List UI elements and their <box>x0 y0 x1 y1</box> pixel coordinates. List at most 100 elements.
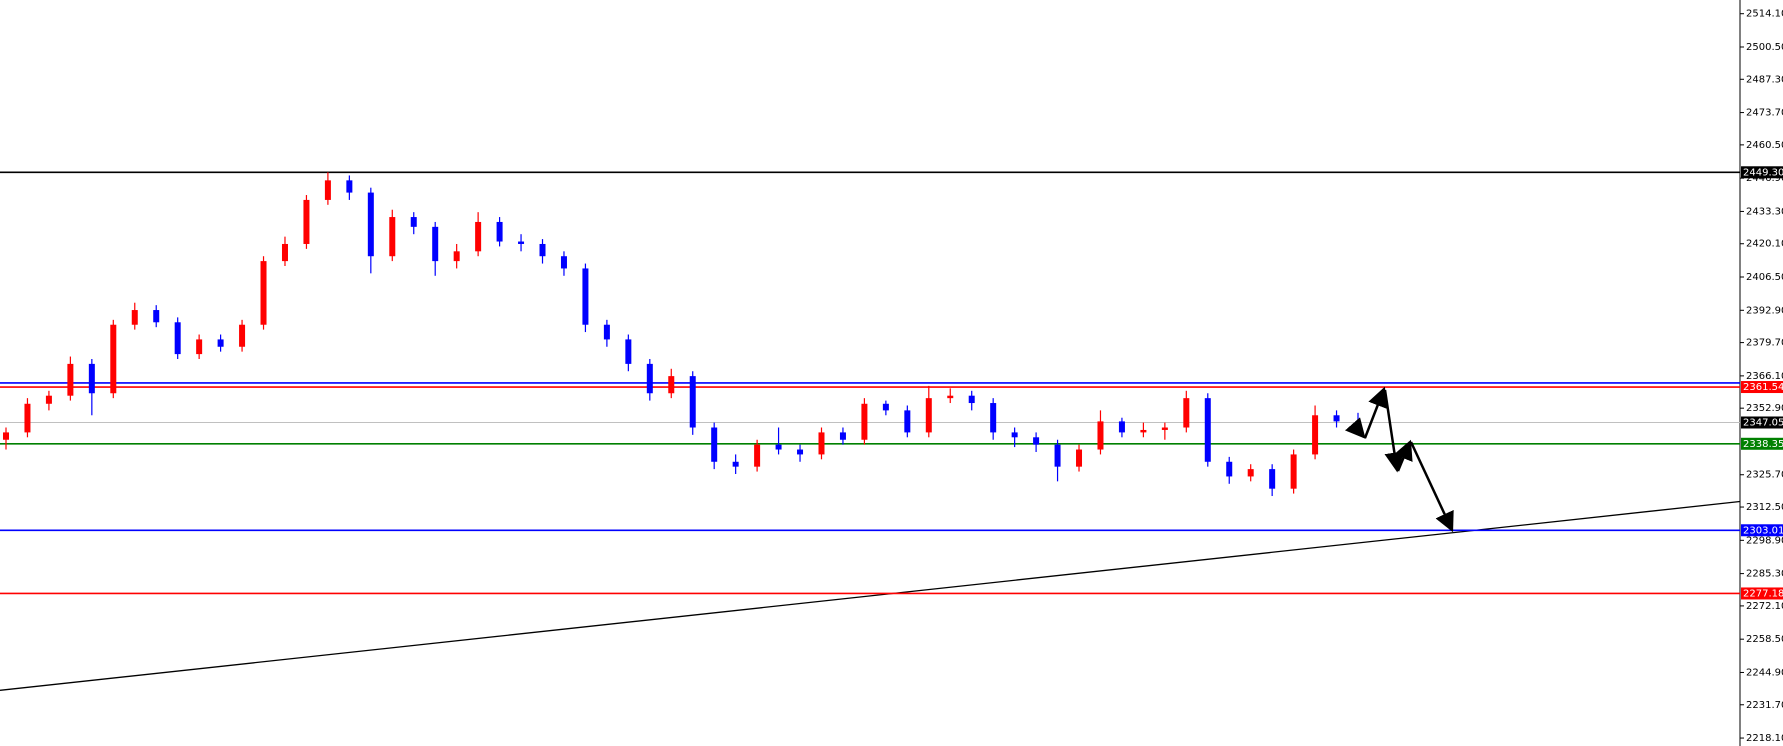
candle-body <box>410 217 417 227</box>
y-tick-label: 2406.50 <box>1746 272 1783 283</box>
candle-body <box>367 192 374 257</box>
candle-body <box>947 395 954 399</box>
candle-body <box>1355 421 1361 423</box>
candle-body <box>1054 444 1061 467</box>
y-tick-label: 2352.90 <box>1746 403 1783 414</box>
y-tick-label: 2244.90 <box>1746 667 1783 678</box>
candle-body <box>260 261 267 325</box>
candle-body <box>797 449 804 455</box>
candle-body <box>303 199 310 244</box>
candle-body <box>603 324 610 340</box>
candle-body <box>861 403 868 440</box>
candle-body <box>131 310 138 325</box>
level-label: 2449.30 <box>1743 167 1783 178</box>
y-tick-label: 2258.50 <box>1746 634 1783 645</box>
candle-body <box>1204 398 1211 462</box>
y-tick-label: 2285.30 <box>1746 569 1783 580</box>
candle-body <box>1076 449 1083 467</box>
candle-body <box>1140 429 1147 433</box>
candle-body <box>239 324 246 347</box>
y-tick-label: 2460.50 <box>1746 140 1783 151</box>
candle-body <box>990 403 997 433</box>
y-tick-label: 2325.70 <box>1746 470 1783 481</box>
y-tick-label: 2392.90 <box>1746 305 1783 316</box>
candle-body <box>1011 432 1018 438</box>
candle-body <box>217 339 224 347</box>
y-tick-label: 2514.10 <box>1746 9 1783 20</box>
candle-body <box>1312 415 1319 455</box>
candle-body <box>539 243 546 257</box>
level-label: 2361.54 <box>1743 382 1783 393</box>
candle-body <box>775 444 782 450</box>
y-tick-label: 2420.10 <box>1746 239 1783 250</box>
candle-body <box>711 427 718 462</box>
y-tick-label: 2218.10 <box>1746 733 1783 744</box>
y-tick-label: 2379.70 <box>1746 338 1783 349</box>
candle-body <box>475 221 482 252</box>
candle-body <box>668 376 675 394</box>
y-tick-label: 2446.90 <box>1746 173 1783 184</box>
candle-body <box>560 256 567 269</box>
candle-body <box>732 461 739 467</box>
y-tick-label: 2312.50 <box>1746 502 1783 513</box>
forecast-arrow <box>1394 439 1413 472</box>
candle-body <box>882 403 889 411</box>
candle-body <box>496 221 503 242</box>
candle-body <box>1097 421 1104 450</box>
y-tick-label: 2231.70 <box>1746 700 1783 711</box>
candle-body <box>153 310 160 323</box>
candle-body <box>968 395 975 404</box>
candle-body <box>518 241 525 244</box>
y-tick-label: 2272.10 <box>1746 601 1783 612</box>
level-label-bg <box>1741 416 1783 429</box>
candle-body <box>689 376 696 428</box>
level-label: 2347.05 <box>1743 417 1783 428</box>
candle-body <box>324 180 331 200</box>
y-tick-label: 2298.90 <box>1746 535 1783 546</box>
level-label-bg <box>1741 524 1783 537</box>
candle-body <box>45 395 52 404</box>
candle-body <box>904 410 911 433</box>
trendline <box>0 500 1741 691</box>
candle-body <box>110 324 117 394</box>
candle-body <box>754 444 761 467</box>
candle-body <box>281 243 288 262</box>
level-label-bg <box>1741 381 1783 394</box>
candle-body <box>1118 421 1125 433</box>
y-tick-label: 2366.10 <box>1746 371 1783 382</box>
level-label: 2338.35 <box>1743 439 1783 450</box>
forecast-arrow <box>1344 417 1366 439</box>
candle-body <box>1033 437 1040 445</box>
y-tick-label: 2473.70 <box>1746 108 1783 119</box>
level-label-bg <box>1741 587 1783 600</box>
candle-body <box>1161 427 1168 430</box>
candle-body <box>67 363 74 396</box>
candle-body <box>3 432 9 440</box>
candle-body <box>196 339 203 355</box>
candle-body <box>625 339 632 364</box>
level-label-bg <box>1741 437 1783 450</box>
candle-body <box>646 363 653 394</box>
candle-body <box>1290 454 1297 489</box>
candle-body <box>174 322 181 355</box>
y-tick-label: 2433.30 <box>1746 206 1783 217</box>
forecast-arrow <box>1409 441 1454 533</box>
y-tick-label: 2487.30 <box>1746 74 1783 85</box>
candle-body <box>1247 469 1254 477</box>
level-label: 2277.18 <box>1743 588 1783 599</box>
candle-body <box>453 251 460 262</box>
forecast-arrow <box>1363 386 1387 439</box>
level-label-bg <box>1741 166 1783 179</box>
candle-body <box>346 180 353 193</box>
candle-body <box>818 432 825 455</box>
candle-body <box>925 398 932 433</box>
candle-body <box>389 217 396 257</box>
candle-body <box>839 432 846 440</box>
candle-body <box>1333 415 1340 422</box>
candle-body <box>1226 461 1233 477</box>
candle-body <box>432 226 439 262</box>
y-tick-label: 2500.50 <box>1746 42 1783 53</box>
